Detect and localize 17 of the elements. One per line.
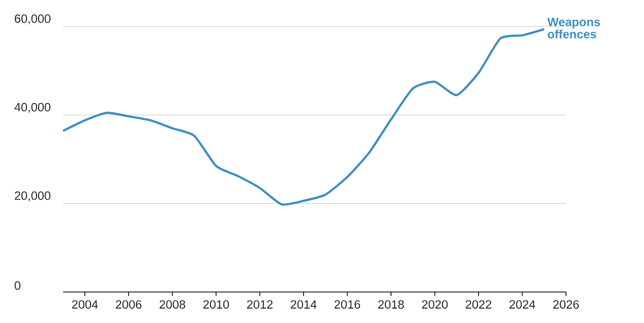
- x-tick-label: 2022: [466, 300, 492, 309]
- x-tick-label: 2012: [247, 300, 273, 309]
- x-tick-label: 2014: [290, 300, 317, 309]
- x-tick-label: 2026: [553, 300, 579, 309]
- x-tick-label: 2006: [116, 300, 142, 309]
- x-tick-label: 2008: [160, 300, 186, 309]
- x-tick-label: 2020: [422, 300, 448, 309]
- y-tick-label: 40,000: [14, 102, 50, 113]
- y-tick-label: 0: [14, 281, 20, 290]
- x-tick-label: 2004: [72, 300, 98, 309]
- x-tick-label: 2010: [203, 300, 229, 309]
- x-tick-label: 2016: [334, 300, 360, 309]
- y-tick-label: 20,000: [14, 191, 50, 202]
- x-tick-label: 2018: [378, 300, 404, 309]
- y-tick-label: 60,000: [14, 14, 50, 24]
- series-label: Weapons offences: [547, 18, 600, 38]
- x-tick-label: 2024: [510, 300, 536, 309]
